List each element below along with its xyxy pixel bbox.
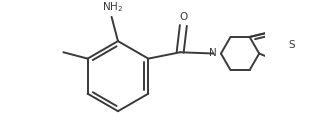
Text: N: N [209, 48, 217, 58]
Text: O: O [179, 12, 188, 22]
Text: NH$_2$: NH$_2$ [102, 1, 123, 14]
Text: S: S [288, 40, 295, 50]
